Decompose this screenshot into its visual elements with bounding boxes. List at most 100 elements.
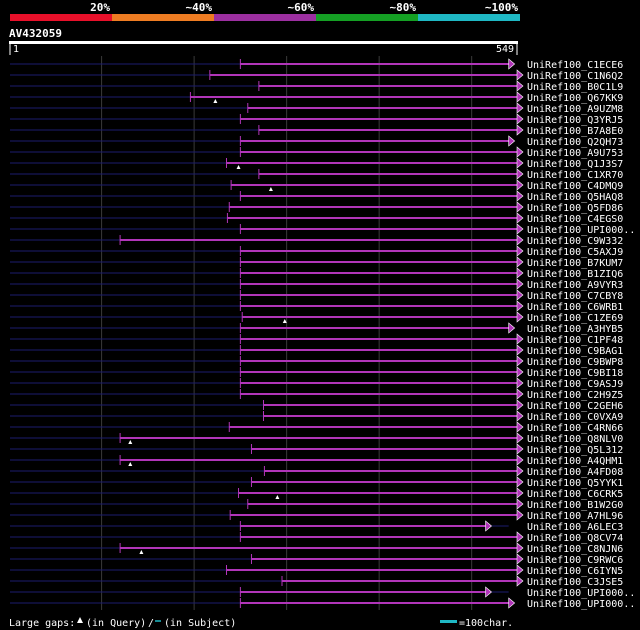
hit-row[interactable]: UniRef100_Q5YYK1 xyxy=(10,476,623,489)
hit-name[interactable]: UniRef100_C1PF48 xyxy=(527,335,623,346)
hit-row[interactable]: UniRef100_A9VYR3 xyxy=(10,278,623,291)
hit-name[interactable]: UniRef100_C9W332 xyxy=(527,236,623,247)
hit-row[interactable]: UniRef100_C9BWP8 xyxy=(10,355,623,368)
hit-row[interactable]: UniRef100_Q2QH73 xyxy=(10,135,623,148)
hit-name[interactable]: UniRef100_C1N6Q2 xyxy=(527,71,623,82)
hit-name[interactable]: UniRef100_B1W2G0 xyxy=(527,500,623,511)
hit-name[interactable]: UniRef100_A4QHM1 xyxy=(527,456,623,467)
hit-row[interactable]: UniRef100_Q5FD86 xyxy=(10,201,623,214)
hit-row[interactable]: UniRef100_A4QHM1 xyxy=(10,454,623,467)
hit-row[interactable]: UniRef100_C4DMQ9 xyxy=(10,179,623,192)
hit-name[interactable]: UniRef100_C9ASJ9 xyxy=(527,379,623,390)
hit-row[interactable]: UniRef100_A4FD08 xyxy=(10,465,623,478)
hit-name[interactable]: UniRef100_C6CRK5 xyxy=(527,489,623,500)
hit-name[interactable]: UniRef100_C9RWC6 xyxy=(527,555,623,566)
hit-row[interactable]: UniRef100_Q3YRJ5 xyxy=(10,113,623,126)
hit-row[interactable]: UniRef100_C9RWC6 xyxy=(10,553,623,566)
hit-name[interactable]: UniRef100_C9BI18 xyxy=(527,368,623,379)
hit-name[interactable]: UniRef100_A3HYB5 xyxy=(527,324,623,335)
hit-row[interactable]: UniRef100_Q5HAQ8 xyxy=(10,190,623,203)
hit-row[interactable]: UniRef100_A3HYB5 xyxy=(10,322,623,335)
hit-row[interactable]: UniRef100_C6IYN5 xyxy=(10,564,623,577)
hit-name[interactable]: UniRef100_C1ECE6 xyxy=(527,60,623,71)
hit-row[interactable]: UniRef100_C7CBY8 xyxy=(10,289,623,302)
hit-row[interactable]: UniRef100_C6CRK5 xyxy=(10,487,623,500)
hit-name[interactable]: UniRef100_B7A8E0 xyxy=(527,126,623,137)
hit-name[interactable]: UniRef100_C3JSE5 xyxy=(527,577,623,588)
hit-row[interactable]: UniRef100_B1ZIQ6 xyxy=(10,267,623,280)
hit-row[interactable]: UniRef100_A9U753 xyxy=(10,146,623,159)
hit-row[interactable]: UniRef100_B7A8E0 xyxy=(10,124,623,137)
hit-row[interactable]: UniRef100_Q5L312 xyxy=(10,443,623,456)
hit-name[interactable]: UniRef100_Q5HAQ8 xyxy=(527,192,623,203)
hit-name[interactable]: UniRef100_B1ZIQ6 xyxy=(527,269,623,280)
hit-name[interactable]: UniRef100_C1ZE69 xyxy=(527,313,623,324)
hit-name[interactable]: UniRef100_Q1J3S7 xyxy=(527,159,623,170)
hit-name[interactable]: UniRef100_C6IYN5 xyxy=(527,566,623,577)
hit-row[interactable]: UniRef100_C1ZE69 xyxy=(10,311,623,324)
hit-name[interactable]: UniRef100_Q5YYK1 xyxy=(527,478,623,489)
hit-name[interactable]: UniRef100_A6LEC3 xyxy=(527,522,623,533)
hit-row[interactable]: UniRef100_B7KUM7 xyxy=(10,256,623,269)
hit-name[interactable]: UniRef100_UPI000.. xyxy=(527,588,635,599)
hit-name[interactable]: UniRef100_C9BAG1 xyxy=(527,346,623,357)
hit-name[interactable]: UniRef100_A4FD08 xyxy=(527,467,623,478)
hit-name[interactable]: UniRef100_Q5FD86 xyxy=(527,203,623,214)
hit-row[interactable]: UniRef100_C9W332 xyxy=(10,234,623,247)
hit-name[interactable]: UniRef100_UPI000.. xyxy=(527,599,635,610)
hit-name[interactable]: UniRef100_C2GEH6 xyxy=(527,401,623,412)
hit-name[interactable]: UniRef100_C2H9Z5 xyxy=(527,390,623,401)
hit-row[interactable]: UniRef100_C1XR70 xyxy=(10,168,623,181)
hit-row[interactable]: UniRef100_C8NJN6 xyxy=(10,542,623,555)
hit-row[interactable]: UniRef100_C1N6Q2 xyxy=(10,69,623,82)
hit-name[interactable]: UniRef100_C1XR70 xyxy=(527,170,623,181)
hit-row[interactable]: UniRef100_B0C1L9 xyxy=(10,80,623,93)
hit-row[interactable]: UniRef100_C6WRB1 xyxy=(10,300,623,313)
hit-row[interactable]: UniRef100_C3JSE5 xyxy=(10,575,623,588)
hit-row[interactable]: UniRef100_C9BAG1 xyxy=(10,344,623,357)
hit-name[interactable]: UniRef100_C4EGS0 xyxy=(527,214,623,225)
hit-name[interactable]: UniRef100_B0C1L9 xyxy=(527,82,623,93)
hit-row[interactable]: UniRef100_C5AXJ9 xyxy=(10,245,623,258)
hit-row[interactable]: UniRef100_UPI000.. xyxy=(10,597,635,610)
hit-row[interactable]: UniRef100_Q8CV74 xyxy=(10,531,623,544)
hit-row[interactable]: UniRef100_C1PF48 xyxy=(10,333,623,346)
hit-row[interactable]: UniRef100_UPI000.. xyxy=(10,586,635,599)
hit-row[interactable]: UniRef100_C9ASJ9 xyxy=(10,377,623,390)
hit-name[interactable]: UniRef100_B7KUM7 xyxy=(527,258,623,269)
hit-row[interactable]: UniRef100_UPI000.. xyxy=(10,223,635,236)
hit-name[interactable]: UniRef100_A9VYR3 xyxy=(527,280,623,291)
hit-row[interactable]: UniRef100_A6LEC3 xyxy=(10,520,623,533)
hit-row[interactable]: UniRef100_C9BI18 xyxy=(10,366,623,379)
hit-name[interactable]: UniRef100_A7HL96 xyxy=(527,511,623,522)
hit-row[interactable]: UniRef100_C4EGS0 xyxy=(10,212,623,225)
hit-name[interactable]: UniRef100_C5AXJ9 xyxy=(527,247,623,258)
hit-row[interactable]: UniRef100_Q8NLV0 xyxy=(10,432,623,445)
hit-row[interactable]: UniRef100_A9UZM8 xyxy=(10,102,623,115)
hit-row[interactable]: UniRef100_C1ECE6 xyxy=(10,58,623,71)
hit-name[interactable]: UniRef100_C0VXA9 xyxy=(527,412,623,423)
hit-name[interactable]: UniRef100_A9U753 xyxy=(527,148,623,159)
hit-name[interactable]: UniRef100_C9BWP8 xyxy=(527,357,623,368)
hit-name[interactable]: UniRef100_C6WRB1 xyxy=(527,302,623,313)
hit-name[interactable]: UniRef100_Q8NLV0 xyxy=(527,434,623,445)
hit-row[interactable]: UniRef100_A7HL96 xyxy=(10,509,623,522)
hit-name[interactable]: UniRef100_Q67KK9 xyxy=(527,93,623,104)
hit-name[interactable]: UniRef100_Q8CV74 xyxy=(527,533,623,544)
hit-row[interactable]: UniRef100_C2GEH6 xyxy=(10,399,623,412)
hit-row[interactable]: UniRef100_C2H9Z5 xyxy=(10,388,623,401)
hit-row[interactable]: UniRef100_C0VXA9 xyxy=(10,410,623,423)
hit-name[interactable]: UniRef100_C7CBY8 xyxy=(527,291,623,302)
hit-row[interactable]: UniRef100_Q67KK9 xyxy=(10,91,623,104)
hit-row[interactable]: UniRef100_C4RN66 xyxy=(10,421,623,434)
hit-row[interactable]: UniRef100_Q1J3S7 xyxy=(10,157,623,170)
hit-name[interactable]: UniRef100_Q3YRJ5 xyxy=(527,115,623,126)
hit-name[interactable]: UniRef100_Q5L312 xyxy=(527,445,623,456)
hit-row[interactable]: UniRef100_B1W2G0 xyxy=(10,498,623,511)
hit-name[interactable]: UniRef100_C8NJN6 xyxy=(527,544,623,555)
hit-name[interactable]: UniRef100_C4RN66 xyxy=(527,423,623,434)
hit-name[interactable]: UniRef100_C4DMQ9 xyxy=(527,181,623,192)
hit-name[interactable]: UniRef100_UPI000.. xyxy=(527,225,635,236)
hit-name[interactable]: UniRef100_Q2QH73 xyxy=(527,137,623,148)
hit-name[interactable]: UniRef100_A9UZM8 xyxy=(527,104,623,115)
